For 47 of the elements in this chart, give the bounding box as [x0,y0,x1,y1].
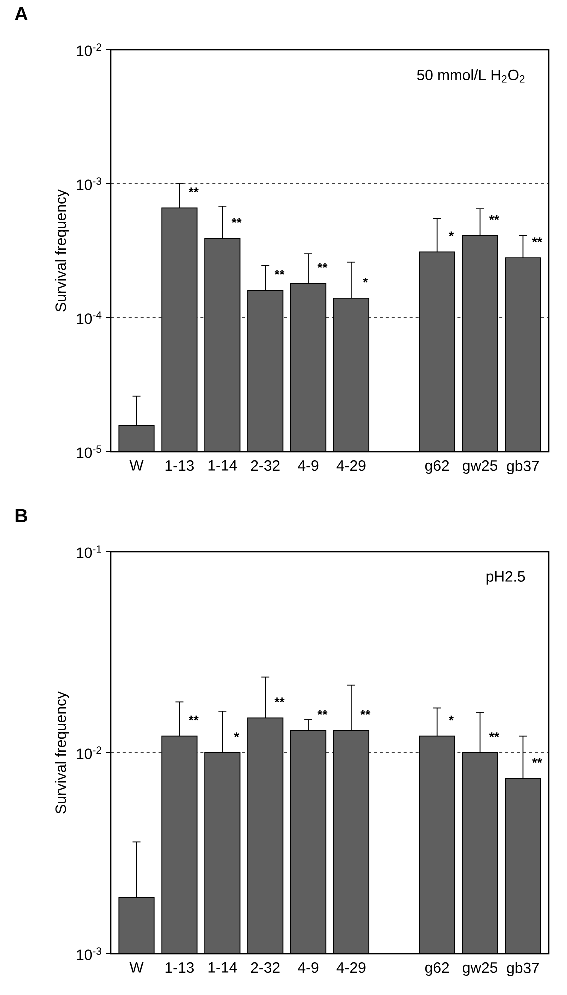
x-tick-label: 1-13 [166,460,194,472]
x-tick-label: 2-32 [251,460,280,472]
annotation: ** [274,698,285,703]
x-tick-label: 1-13 [166,962,194,974]
annotation: * [363,278,368,283]
annotation: ** [274,270,285,276]
annotation: ** [188,716,199,721]
annotation: ** [318,263,328,268]
x-tick-label: gb37 [507,460,540,474]
x-tick-label: gw25 [463,962,498,976]
x-tick-label: 4-9 [298,962,319,974]
x-tick-label: 1-14 [208,962,238,973]
x-tick-label: 4-29 [336,962,366,974]
y-tick-label: 10$^{-5}$ [77,446,102,458]
x-tick-label: W [130,460,144,471]
annotation: pH2.5 [486,571,526,585]
x-tick-label: W [130,962,144,973]
annotation: ** [489,732,500,738]
annotation: ** [532,238,542,242]
y-axis-title: Survival frequency [55,692,70,814]
x-tick-label: 2-32 [251,962,280,974]
x-tick-label: 4-29 [336,460,366,472]
y-axis-title: Survival frequency [55,190,70,312]
chart-title: B [16,509,28,522]
annotation: ** [489,215,500,220]
y-tick-label: 10$^{-3}$ [77,178,102,190]
x-tick-label: 4-9 [298,460,319,472]
annotation: ** [532,758,542,764]
annotation: * [234,732,240,738]
y-tick-label: 10$^{-1}$ [77,546,102,558]
chart-title: A [15,7,28,20]
y-tick-label: 10$^{-2}$ [77,44,102,56]
annotation: ** [188,188,199,193]
x-tick-label: g62 [426,962,450,976]
y-tick-label: 10$^{-3}$ [77,948,102,960]
annotation: 50 mmol/L H$_{2}$O$_{2}$ [417,70,525,83]
x-tick-label: g62 [426,460,450,474]
x-tick-label: gb37 [507,962,540,976]
annotation: ** [318,710,328,716]
annotation: * [449,716,454,721]
annotation: ** [232,218,242,224]
annotation: ** [360,710,371,716]
x-tick-label: 1-14 [208,460,238,471]
y-tick-label: 10$^{-4}$ [77,312,102,324]
x-tick-label: gw25 [463,460,498,474]
annotation: * [449,232,454,237]
y-tick-label: 10$^{-2}$ [77,746,102,760]
